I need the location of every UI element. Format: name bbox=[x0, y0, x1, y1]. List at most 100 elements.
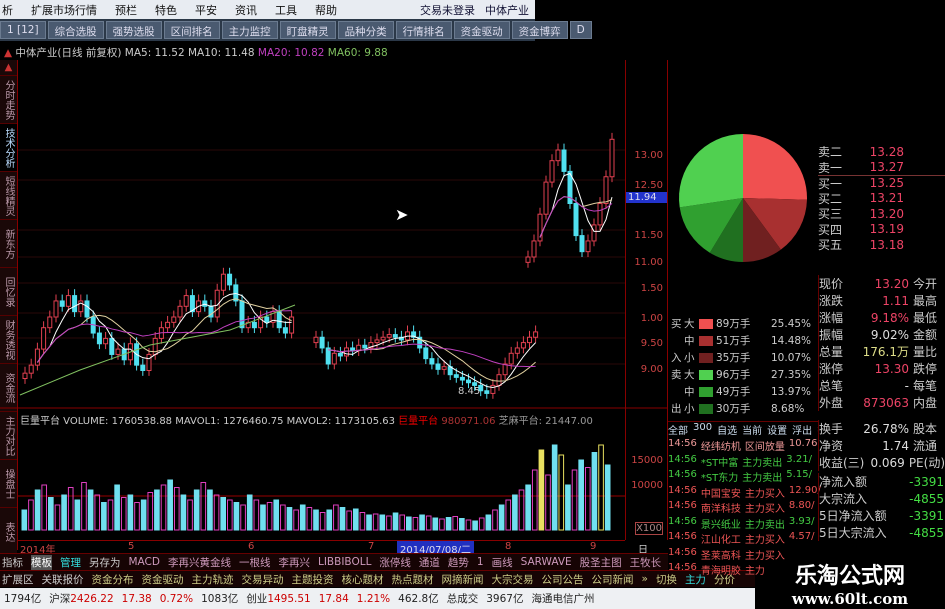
ma20-line bbox=[36, 310, 292, 363]
menu-item[interactable]: 资讯 bbox=[235, 3, 257, 17]
indicator-tool[interactable]: 1 bbox=[476, 556, 484, 568]
candle-body bbox=[115, 348, 121, 355]
toolbar-button[interactable]: 主力监控 bbox=[221, 21, 278, 39]
extension-tab[interactable]: 大宗交易 bbox=[491, 573, 534, 586]
ticker-row[interactable]: 14:56 中国宝安 主力买入 12.90/ bbox=[668, 484, 821, 500]
side-tab[interactable]: 分时走势 bbox=[0, 76, 17, 124]
order-level[interactable]: 买五 13.18 bbox=[818, 237, 904, 253]
side-tab[interactable]: 技术分析 bbox=[0, 124, 17, 172]
order-level[interactable]: 卖一 13.27 bbox=[818, 160, 904, 175]
login-status[interactable]: 交易未登录 bbox=[420, 3, 475, 17]
side-tab[interactable]: 短线精灵 bbox=[0, 172, 17, 220]
ticker-tab[interactable]: 自选 bbox=[717, 426, 738, 436]
toolbar-button[interactable]: 行情排名 bbox=[395, 21, 452, 39]
candle-body bbox=[423, 347, 429, 360]
toolbar-button[interactable]: 资金驱动 bbox=[453, 21, 510, 39]
extension-tab[interactable]: 公司新闻 bbox=[591, 573, 634, 586]
toolbar-button[interactable]: D bbox=[569, 21, 592, 39]
indicator-tool[interactable]: 李再兴 bbox=[278, 556, 310, 569]
menu-item[interactable]: 扩展市场行情 bbox=[31, 3, 97, 17]
indicator-tool[interactable]: LIBBIBOLL bbox=[317, 556, 372, 568]
volume-bar bbox=[61, 494, 67, 531]
order-level[interactable]: 买二 13.21 bbox=[818, 191, 904, 206]
toolbar-button[interactable]: 盯盘精灵 bbox=[279, 21, 336, 39]
expand-icon[interactable]: ▲ bbox=[0, 60, 17, 76]
menu-item[interactable]: 工具 bbox=[275, 3, 297, 17]
indicator-tool[interactable]: 股圣主图 bbox=[579, 556, 622, 569]
ticker-tab[interactable]: 全部 bbox=[668, 426, 688, 436]
volume-bar bbox=[134, 502, 140, 531]
toolbar-button[interactable]: 品种分类 bbox=[337, 21, 394, 39]
side-tab[interactable]: 新东方 bbox=[0, 220, 17, 268]
ticker-row[interactable]: 14:56 *ST中富 主力卖出 3.21/ bbox=[668, 453, 812, 469]
side-tab[interactable]: 主力对比 bbox=[0, 412, 17, 460]
order-level[interactable]: 买三 13.20 bbox=[818, 206, 904, 222]
candle-body bbox=[573, 203, 579, 237]
menu-item[interactable]: 特色 bbox=[155, 3, 177, 17]
extension-tab[interactable]: 资金驱动 bbox=[141, 573, 184, 586]
menu-item[interactable]: 平安 bbox=[195, 3, 217, 17]
extension-tab[interactable]: 核心题材 bbox=[341, 573, 384, 586]
kline-chart[interactable] bbox=[0, 0, 668, 552]
ticker-row[interactable]: 14:56 经纬纺机 区间放量 10.76 bbox=[668, 438, 818, 453]
ticker-tab[interactable]: 设置 bbox=[767, 426, 788, 436]
volume-bar bbox=[280, 504, 286, 531]
extension-tab[interactable]: 主力轨迹 bbox=[191, 573, 234, 586]
side-tab[interactable]: 回忆录 bbox=[0, 268, 17, 316]
order-level[interactable]: 卖二 13.28 bbox=[818, 144, 904, 160]
toolbar-button[interactable]: 强势选股 bbox=[105, 21, 162, 39]
ticker-row[interactable]: 14:56 *ST东力 主力卖出 5.15/ bbox=[668, 469, 812, 484]
ticker-row[interactable]: 14:56 江山化工 主力买入 4.57/ bbox=[668, 531, 815, 546]
extension-tab[interactable]: 分价 bbox=[713, 573, 735, 586]
indicator-tool[interactable]: 一根线 bbox=[238, 556, 271, 569]
indicator-tool[interactable]: 画线 bbox=[491, 556, 513, 569]
collapse-icon[interactable]: ▲ bbox=[4, 47, 13, 59]
menu-item[interactable]: 帮助 bbox=[315, 3, 337, 17]
order-level[interactable]: 买四 13.19 bbox=[818, 222, 904, 237]
indicator-tool[interactable]: 通道 bbox=[418, 556, 440, 569]
toolbar-button[interactable]: 资金博弈 bbox=[511, 21, 568, 39]
ticker-row[interactable]: 14:56 景兴纸业 主力卖出 3.93/ bbox=[668, 515, 815, 531]
extension-tab[interactable]: 热点题材 bbox=[391, 573, 434, 586]
menu-item[interactable]: 预栏 bbox=[115, 3, 137, 17]
extension-tab[interactable]: 关联报价 bbox=[41, 573, 84, 586]
indicator-tool[interactable]: 指标 bbox=[2, 556, 23, 569]
extension-tab[interactable]: 交易异动 bbox=[241, 573, 284, 586]
indicator-tool[interactable]: 另存为 bbox=[89, 556, 121, 569]
extension-tab[interactable]: 公司公告 bbox=[541, 573, 584, 586]
toolbar-button[interactable]: 综合选股 bbox=[47, 21, 104, 39]
ticker-tab[interactable]: 300 bbox=[693, 422, 713, 433]
indicator-tool[interactable]: 李再兴黄金线 bbox=[167, 556, 231, 569]
ticker-tab[interactable]: 当前 bbox=[742, 426, 763, 436]
indicator-tool[interactable]: 王牧长 bbox=[629, 556, 662, 569]
order-level[interactable]: 买一 13.25 bbox=[818, 175, 945, 191]
indicator-tool[interactable]: 管理 bbox=[60, 556, 81, 569]
ticker-tab[interactable]: 扌 bbox=[817, 422, 818, 436]
indicator-tool[interactable]: 趋势 bbox=[447, 556, 469, 569]
ticker-row[interactable]: 14:56 青海明胶 主力 bbox=[668, 562, 765, 577]
indicator-tool[interactable]: 模板 bbox=[31, 554, 52, 570]
price-label: 12.50 bbox=[634, 180, 663, 191]
indicator-tool[interactable]: MACD bbox=[128, 556, 160, 568]
extension-tab[interactable]: 主力 bbox=[684, 573, 706, 586]
extension-tab[interactable]: 网摘新闻 bbox=[441, 573, 484, 586]
extension-tab[interactable]: 切换 bbox=[655, 573, 677, 586]
ticker-tab[interactable]: 浮出 bbox=[792, 426, 813, 436]
side-tab[interactable]: 操盘士 bbox=[0, 460, 17, 508]
indicator-tool[interactable]: SARWAVE bbox=[520, 556, 572, 568]
side-tab[interactable]: 资金流 bbox=[0, 364, 17, 412]
extension-tab[interactable]: 资金分布 bbox=[91, 573, 134, 586]
toolbar-button[interactable]: 1 [12] bbox=[0, 21, 46, 39]
volume-bar bbox=[34, 489, 41, 531]
ticker-row[interactable]: 14:56 南洋科技 主力买入 8.80/ bbox=[668, 500, 815, 515]
menu-item[interactable]: 析 bbox=[2, 3, 13, 17]
ticker-row[interactable]: 14:56 圣莱高科 主力买入 bbox=[668, 546, 785, 562]
side-tab[interactable]: 财务透视 bbox=[0, 316, 17, 364]
extension-tab[interactable]: 扩展区 bbox=[2, 573, 34, 586]
extension-tab[interactable]: » bbox=[641, 573, 648, 585]
extension-tab[interactable]: 主题投资 bbox=[291, 573, 334, 586]
quote-row: 振幅 9.02% 金额 bbox=[819, 327, 938, 343]
indicator-tool[interactable]: 涨停线 bbox=[379, 556, 411, 569]
pie-slice bbox=[679, 198, 743, 253]
toolbar-button[interactable]: 区间排名 bbox=[163, 21, 220, 39]
